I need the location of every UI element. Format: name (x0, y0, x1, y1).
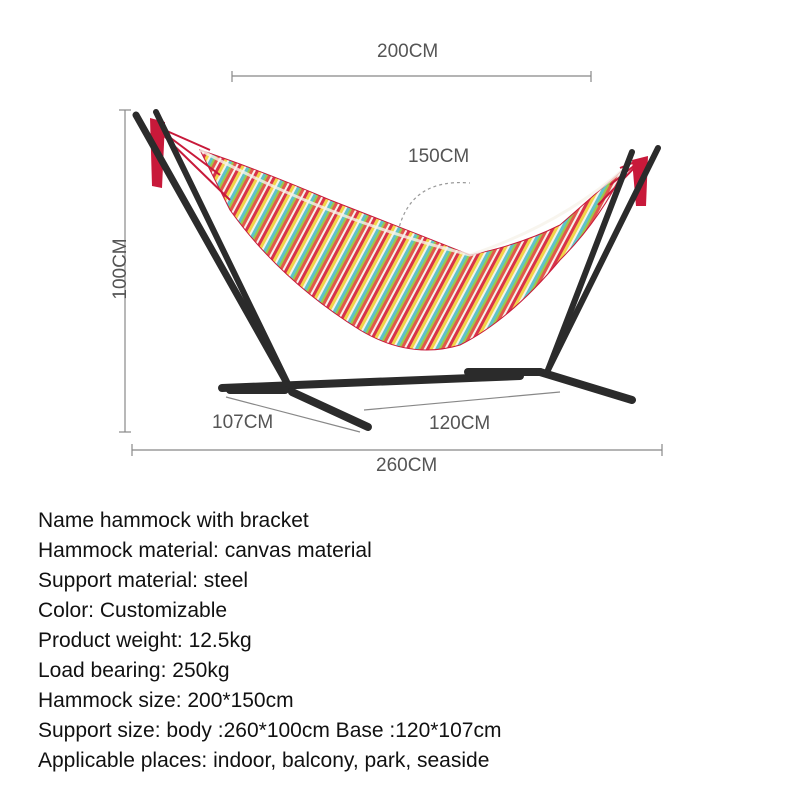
spec-applicable-places: Applicable places: indoor, balcony, park… (38, 749, 490, 772)
spec-color: Color: Customizable (38, 599, 228, 622)
spec-name: Name hammock with bracket (38, 509, 309, 532)
hammock-illustration (119, 71, 663, 456)
spec-load-bearing: Load bearing: 250kg (38, 659, 230, 682)
spec-hammock-size: Hammock size: 200*150cm (38, 689, 294, 712)
spec-hammock-material: Hammock material: canvas material (38, 539, 372, 562)
dimension-base-width: 120CM (429, 413, 491, 434)
dimension-top-width: 200CM (377, 41, 439, 62)
hammock-bed (199, 148, 626, 351)
dimension-height: 100CM (110, 238, 131, 300)
dimension-overall-length: 260CM (376, 455, 438, 476)
dimension-lines (119, 71, 663, 456)
spec-support-size: Support size: body :260*100cm Base :120*… (38, 719, 502, 742)
spec-support-material: Support material: steel (38, 569, 249, 592)
steel-frame (132, 109, 661, 431)
dimension-hammock-width: 150CM (408, 146, 470, 167)
spec-list: Name hammock with bracket Hammock materi… (38, 506, 501, 776)
dimension-base-depth: 107CM (212, 412, 274, 433)
spec-product-weight: Product weight: 12.5kg (38, 629, 252, 652)
product-figure: 200CM 150CM 100CM 107CM 120CM 260CM (110, 41, 663, 476)
